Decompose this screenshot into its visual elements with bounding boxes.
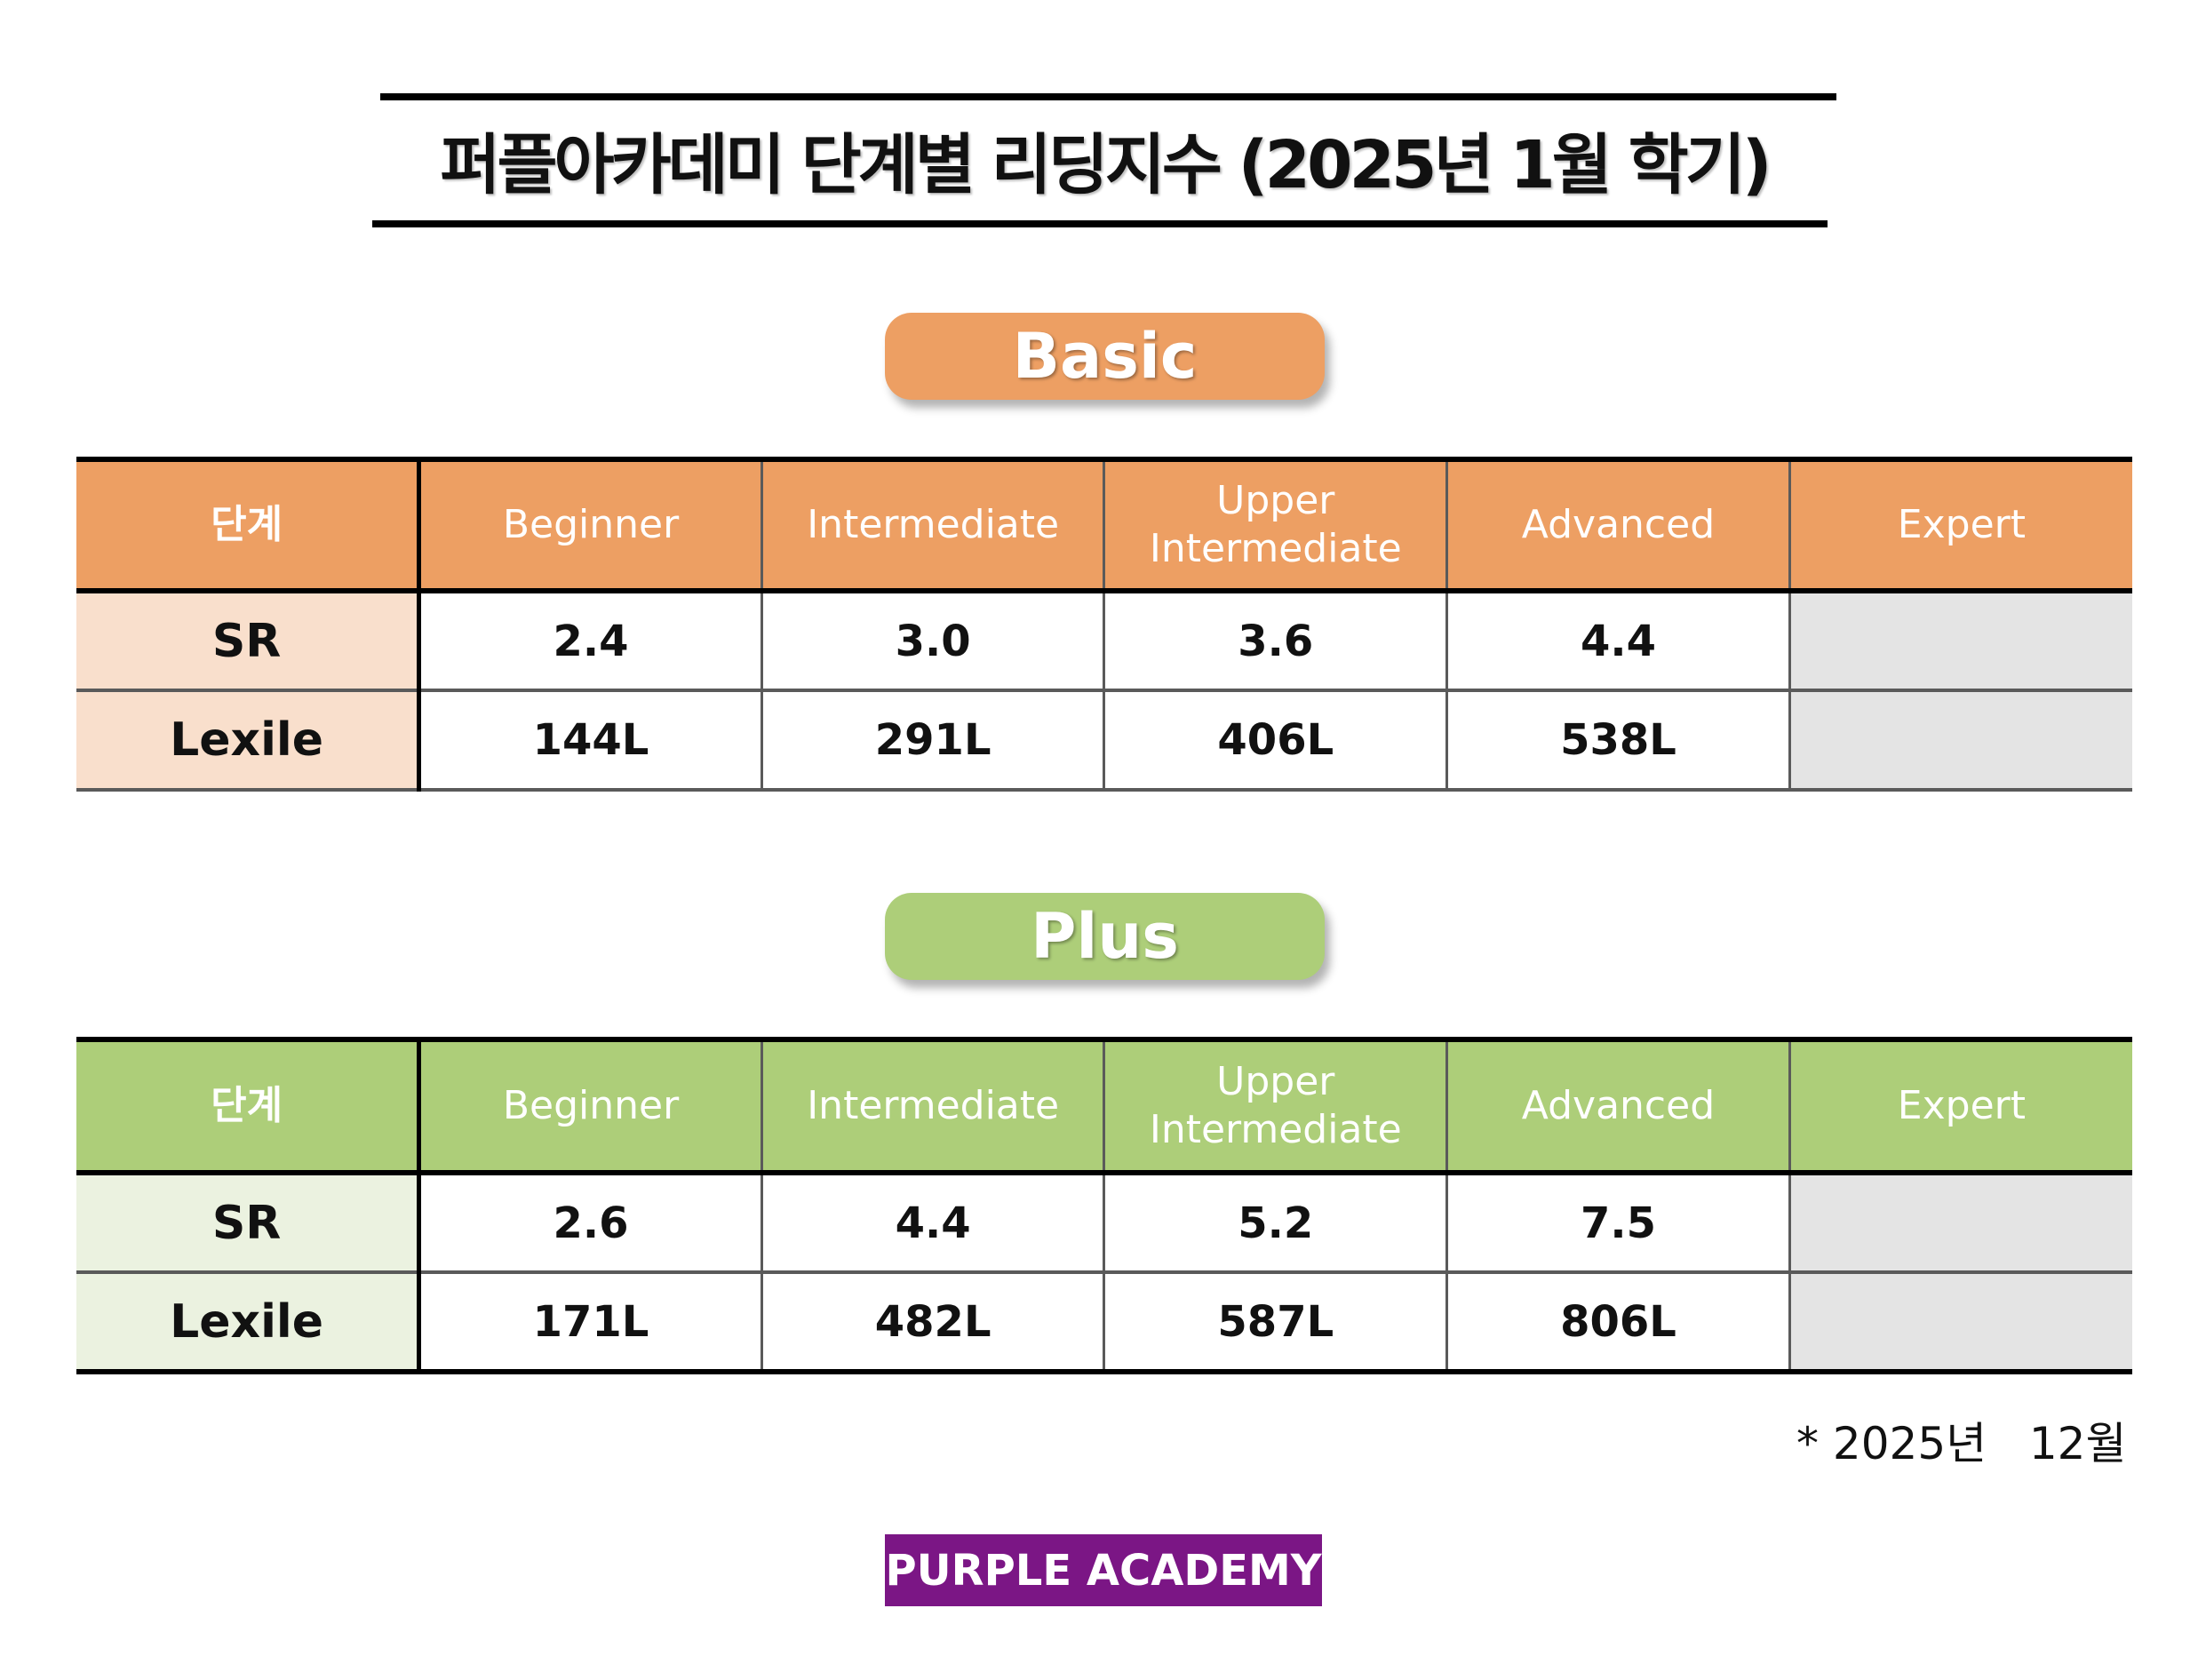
- cell: 144L: [418, 690, 762, 792]
- table-row: Lexile 171L 482L 587L 806L: [76, 1272, 2132, 1374]
- cell: 7.5: [1445, 1173, 1790, 1274]
- cell-empty: [1788, 1173, 2132, 1274]
- row-header-sr: SR: [76, 1173, 422, 1274]
- cell-empty: [1788, 591, 2132, 692]
- col-header-level: 단계: [76, 459, 422, 591]
- col-header-expert: Expert: [1788, 459, 2132, 591]
- col-header-upper-intermediate: Upper Intermediate: [1103, 1039, 1447, 1173]
- cell: 171L: [418, 1272, 762, 1374]
- cell: 5.2: [1103, 1173, 1447, 1274]
- cell: 406L: [1103, 690, 1447, 792]
- cell: 3.6: [1103, 591, 1447, 692]
- cell-empty: [1788, 1272, 2132, 1374]
- col-header-upper-intermediate: Upper Intermediate: [1103, 459, 1447, 591]
- col-header-intermediate: Intermediate: [760, 1039, 1104, 1173]
- col-header-beginner: Beginner: [418, 459, 762, 591]
- cell: 2.4: [418, 591, 762, 692]
- cell: 2.6: [418, 1173, 762, 1274]
- title-top-rule: [380, 93, 1836, 100]
- row-header-lexile: Lexile: [76, 690, 422, 792]
- col-header-level: 단계: [76, 1039, 422, 1173]
- table-row: Lexile 144L 291L 406L 538L: [76, 690, 2132, 792]
- row-header-lexile: Lexile: [76, 1272, 422, 1374]
- basic-section-label: Basic: [885, 313, 1325, 400]
- col-header-expert: Expert: [1788, 1039, 2132, 1173]
- brand-logo: PURPLE ACADEMY: [885, 1534, 1322, 1606]
- cell: 291L: [760, 690, 1104, 792]
- plus-table: 단계 Beginner Intermediate Upper Intermedi…: [76, 1037, 2132, 1374]
- cell: 806L: [1445, 1272, 1790, 1374]
- title-bottom-rule: [372, 220, 1828, 227]
- cell: 4.4: [760, 1173, 1104, 1274]
- cell: 3.0: [760, 591, 1104, 692]
- page-title: 퍼플아카데미 단계별 리딩지수 (2025년 1월 학기): [440, 126, 1772, 203]
- col-header-beginner: Beginner: [418, 1039, 762, 1173]
- table-row: SR 2.6 4.4 5.2 7.5: [76, 1173, 2132, 1274]
- cell-empty: [1788, 690, 2132, 792]
- cell: 4.4: [1445, 591, 1790, 692]
- header-row: 단계 Beginner Intermediate Upper Intermedi…: [76, 459, 2132, 591]
- footnote-date: * 2025년 12월: [1796, 1418, 2127, 1469]
- row-header-sr: SR: [76, 591, 422, 692]
- plus-section-label: Plus: [885, 893, 1325, 980]
- header-row: 단계 Beginner Intermediate Upper Intermedi…: [76, 1039, 2132, 1173]
- col-header-advanced: Advanced: [1445, 1039, 1790, 1173]
- cell: 482L: [760, 1272, 1104, 1374]
- cell: 538L: [1445, 690, 1790, 792]
- table-row: SR 2.4 3.0 3.6 4.4: [76, 591, 2132, 692]
- cell: 587L: [1103, 1272, 1447, 1374]
- col-header-advanced: Advanced: [1445, 459, 1790, 591]
- basic-table: 단계 Beginner Intermediate Upper Intermedi…: [76, 457, 2132, 792]
- col-header-intermediate: Intermediate: [760, 459, 1104, 591]
